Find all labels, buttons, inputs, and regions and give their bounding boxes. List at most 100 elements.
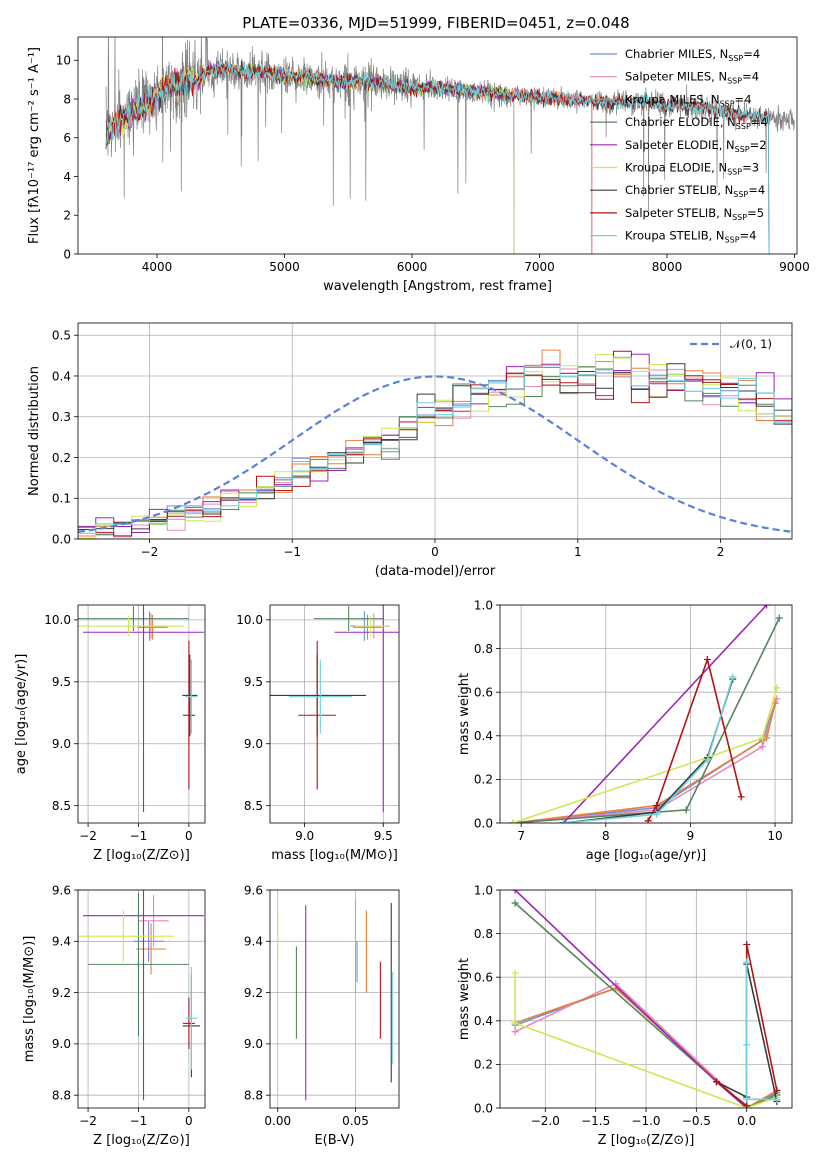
- axes-frame: [77, 322, 793, 540]
- massweight-marker-kroupa-stelib: [743, 1095, 751, 1103]
- y-tick-label: 0.4: [474, 1014, 493, 1028]
- y-axis-label: mass [log₁₀(M/M⊙)]: [22, 936, 37, 1063]
- x-tick-label: −1: [130, 829, 148, 843]
- model-line-kroupa-stelib: [105, 60, 770, 254]
- legend-equals: =: [751, 115, 761, 129]
- x-tick-label: 1: [574, 545, 582, 559]
- massweight-marker-salpeter-stelib: [737, 793, 745, 801]
- legend-subscript: SSP: [732, 213, 747, 222]
- massweight-marker-kroupa-stelib: [773, 1095, 781, 1103]
- legend-nssp-value: 4: [749, 229, 756, 243]
- errorbar-chabrier-elodie: [78, 606, 189, 632]
- y-tick-label: 9.6: [52, 883, 71, 897]
- legend-model-name: Kroupa STELIB: [625, 229, 709, 243]
- histogram-salpeter-stelib: [78, 350, 792, 537]
- massweight-line-salpeter-miles: [512, 698, 778, 823]
- axes-frame: [269, 889, 400, 1109]
- legend-separator: , N: [720, 115, 736, 129]
- errorbar-salpeter-stelib: [182, 997, 195, 1050]
- x-axis-label: wavelength [Angstrom, rest frame]: [323, 279, 552, 294]
- x-tick-label: 10: [767, 829, 782, 843]
- y-tick-label: 10: [56, 54, 71, 68]
- legend-separator: , N: [704, 92, 720, 106]
- legend-equals: =: [742, 70, 752, 84]
- legend-entry-chabrier-miles: Chabrier MILES, NSSP=4: [625, 47, 760, 63]
- legend-model-name: Kroupa MILES: [625, 92, 704, 106]
- errorbar-kroupa-elodie: [78, 910, 174, 962]
- y-tick-label: 2: [63, 209, 71, 223]
- y-tick-label: 4: [63, 170, 71, 184]
- errorbar-salpeter-elodie: [334, 605, 399, 812]
- massweight-line-kroupa-stelib: [745, 961, 777, 1101]
- massweight-vs-age-panel: 7 8 9 10 0.0 0.2 0.4 0.6 0.8 1.0 age [log₁₀(age/yr…: [457, 598, 793, 863]
- massweight-marker-salpeter-stelib: [653, 802, 661, 810]
- x-tick-label: 2: [717, 545, 725, 559]
- y-tick-label: 0.2: [52, 451, 71, 465]
- x-tick-label: 4000: [142, 260, 173, 274]
- legend-entry-salpeter-elodie: Salpeter ELODIE, NSSP=2: [625, 138, 767, 154]
- y-tick-label: 8.8: [52, 1088, 71, 1102]
- massweight-line-kroupa-miles: [512, 702, 776, 823]
- massweight-marker-salpeter-stelib: [773, 1087, 781, 1095]
- y-tick-label: 0.4: [52, 369, 71, 383]
- legend-equals: =: [735, 92, 745, 106]
- errorbar-kroupa-stelib: [288, 659, 352, 734]
- legend-entry-salpeter-stelib: Salpeter STELIB, NSSP=5: [625, 206, 764, 222]
- legend-subscript: SSP: [735, 145, 750, 154]
- y-tick-label: 0.6: [474, 686, 493, 700]
- y-tick-label: 8: [63, 92, 71, 106]
- plot-area: [509, 605, 783, 823]
- y-tick-label: 9.0: [52, 737, 71, 751]
- mass-vs-extinction-panel: 0.00 0.05 8.8 9.0 9.2 9.4 9.6 E(B-V): [244, 883, 400, 1148]
- x-tick-label: 9.0: [295, 829, 314, 843]
- legend-nssp-value: 2: [759, 138, 766, 152]
- y-tick-label: 9.0: [244, 1037, 263, 1051]
- y-tick-label: 8.5: [244, 799, 263, 813]
- x-tick-label: 0: [185, 1114, 193, 1128]
- legend-separator: , N: [709, 229, 725, 243]
- x-tick-label: 0.0: [737, 1114, 756, 1128]
- plot-area: [78, 890, 204, 1101]
- x-axis-label: Z [log₁₀(Z/Z⊙)]: [93, 848, 190, 863]
- massweight-marker-salpeter-elodie: [763, 605, 771, 609]
- legend-model-name: Chabrier MILES: [625, 47, 712, 61]
- legend-equals: =: [750, 138, 760, 152]
- legend-entry-kroupa-miles: Kroupa MILES, NSSP=4: [625, 92, 752, 108]
- legend-subscript: SSP: [727, 77, 742, 86]
- y-tick-label: 10.0: [236, 613, 263, 627]
- massweight-marker-salpeter-stelib: [743, 1102, 751, 1108]
- legend-nssp-value: 4: [760, 115, 767, 129]
- x-tick-label: 0.05: [342, 1114, 369, 1128]
- legend-entry-normal: 𝒩(0, 1): [730, 337, 772, 351]
- age-vs-mass-panel: 9.0 9.5 8.5 9.0 9.5 10.0 mass [log₁₀(M/M⊙)]: [236, 604, 400, 863]
- y-axis-label: Flux [fλ10⁻¹⁷ erg cm⁻² s⁻¹ A⁻¹]: [27, 47, 42, 244]
- mass-vs-metallicity-panel: −2 −1 0 8.8 9.0 9.2 9.4 9.6 Z [log₁₀(Z/Z⊙)] mass …: [22, 883, 206, 1148]
- massweight-marker-salpeter-stelib: [743, 941, 751, 948]
- legend-nssp-value: 4: [753, 47, 760, 61]
- massweight-line-chabrier-stelib: [563, 678, 734, 823]
- massweight-vs-metallicity-panel: −2.0 −1.5 −1.0 −0.5 0.0 0.0 0.2 0.4 0.6 0.8 1.0 Z […: [457, 883, 793, 1148]
- legend-subscript: SSP: [728, 54, 743, 63]
- legend-separator: , N: [711, 161, 727, 175]
- errorbar-kroupa-miles: [135, 923, 167, 975]
- x-tick-label: −2: [141, 545, 159, 559]
- massweight-line-salpeter-elodie: [562, 605, 768, 823]
- legend-equals: =: [740, 229, 750, 243]
- axes-frame: [499, 889, 793, 1109]
- legend-subscript: SSP: [733, 190, 748, 199]
- legend-entry-chabrier-stelib: Chabrier STELIB, NSSP=4: [625, 183, 765, 199]
- massweight-line-kroupa-elodie: [514, 972, 778, 1108]
- age-vs-metallicity-panel: −2 −1 0 8.5 9.0 9.5 10.0 Z [log₁₀(Z/Z⊙)] age [lo…: [14, 604, 206, 863]
- legend-entry-kroupa-elodie: Kroupa ELODIE, NSSP=3: [625, 161, 759, 177]
- y-tick-label: 0.2: [474, 773, 493, 787]
- x-tick-label: 0.00: [264, 1114, 291, 1128]
- x-tick-label: 9.5: [374, 829, 393, 843]
- y-tick-label: 9.0: [52, 1037, 71, 1051]
- y-tick-label: 8.5: [52, 799, 71, 813]
- plot-area: [78, 349, 792, 539]
- normal-distribution-curve: [78, 375, 792, 533]
- legend-nssp-value: 3: [752, 161, 759, 175]
- massweight-marker-kroupa-stelib: [703, 756, 711, 764]
- legend-nssp-value: 4: [758, 183, 765, 197]
